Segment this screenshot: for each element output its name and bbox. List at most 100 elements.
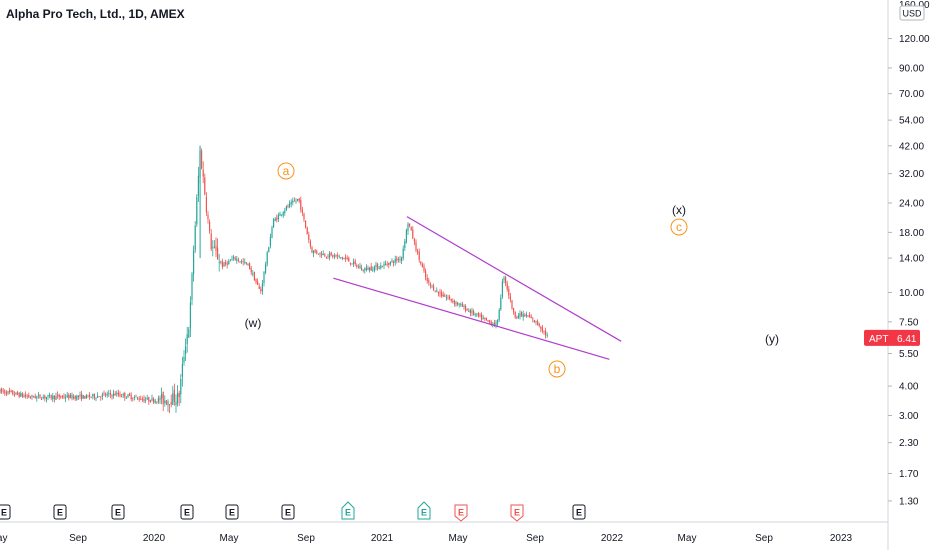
candle-body [257, 281, 259, 285]
candle-body [263, 271, 265, 284]
x-tick-label: 2020 [143, 533, 166, 544]
wave-labels-layer: a (w) (x) c b (y) [245, 162, 779, 378]
wave-label[interactable]: (w) [245, 316, 262, 330]
candle-body [113, 393, 115, 396]
candle-body [369, 267, 371, 271]
earnings-event-marker[interactable] [510, 504, 524, 522]
candle-body [215, 245, 217, 252]
y-axis[interactable]: 1.30 1.70 2.30 3.00 4.00 5.50 7.50 10.00 14.00 18… [864, 0, 930, 550]
candle-body [249, 263, 251, 269]
candle-body [418, 251, 420, 261]
candle-body [109, 393, 111, 395]
earnings-event-label: E [1, 508, 7, 518]
trendline[interactable] [406, 216, 622, 342]
candle-body [268, 247, 270, 252]
earnings-event-label: E [345, 508, 351, 518]
candle-body [162, 392, 164, 404]
candle-body [33, 396, 35, 398]
trendlines-layer [333, 216, 622, 360]
candle-body [473, 310, 475, 315]
candle-body [36, 396, 38, 399]
candle-body [380, 265, 382, 269]
candle-body [308, 234, 310, 241]
candle-body [471, 310, 473, 313]
candle-body [269, 237, 271, 247]
candle-body [509, 296, 511, 300]
candle-body [545, 330, 547, 336]
candle-body [245, 262, 247, 264]
candle-body [439, 292, 441, 294]
candle-body [9, 390, 11, 393]
candle-body [348, 257, 350, 262]
earnings-event-marker[interactable] [111, 504, 125, 520]
earnings-event-marker[interactable] [281, 504, 295, 520]
candle-body [394, 259, 396, 263]
candle-body [5, 392, 7, 395]
earnings-event-marker[interactable] [225, 504, 239, 520]
candle-body [279, 213, 281, 216]
candle-body [332, 254, 334, 258]
candle-body [157, 398, 159, 402]
candle-body [401, 257, 403, 261]
candle-body [98, 396, 100, 397]
candle-body [100, 396, 102, 398]
candle-body [191, 273, 193, 300]
candle-body [71, 394, 73, 399]
wave-label[interactable]: (y) [765, 332, 779, 346]
currency-label: USD [902, 9, 922, 19]
candle-body [49, 394, 51, 396]
candle-body [354, 260, 356, 264]
candle-body [129, 393, 131, 396]
candle-body [47, 394, 49, 397]
candle-body [173, 389, 175, 402]
candle-body [365, 267, 367, 270]
earnings-event-marker[interactable] [454, 504, 468, 522]
candle-body [0, 389, 1, 393]
wave-label[interactable]: c [676, 220, 682, 234]
candle-body [258, 285, 260, 289]
y-tick-label: 5.50 [899, 349, 919, 360]
earnings-event-label: E [458, 508, 464, 518]
currency-box[interactable] [899, 5, 925, 21]
earnings-event-marker[interactable] [341, 501, 355, 520]
candle-body [137, 397, 139, 399]
earnings-event-label: E [576, 508, 582, 518]
candle-body [311, 247, 313, 253]
candle-body [15, 392, 17, 395]
wave-label[interactable]: b [554, 362, 561, 376]
candle-body [101, 394, 103, 397]
candle-body [274, 218, 276, 221]
earnings-event-marker[interactable] [53, 504, 67, 520]
candle-body [337, 255, 339, 257]
candle-body [133, 397, 135, 399]
candle-body [409, 223, 411, 226]
candle-body [477, 313, 479, 317]
trendline[interactable] [333, 277, 610, 360]
candle-body [244, 261, 246, 263]
candle-body [341, 257, 343, 259]
candle-body [389, 261, 391, 265]
y-tick-label: 42.00 [899, 141, 924, 152]
y-tick-label: 32.00 [899, 169, 924, 180]
candle-body [140, 398, 142, 400]
candle-body [29, 396, 31, 398]
earnings-event-marker[interactable] [0, 504, 11, 520]
wave-label[interactable]: (x) [672, 203, 686, 217]
candle-body [39, 394, 41, 398]
candle-body [41, 399, 43, 400]
candle-body [105, 394, 107, 396]
candle-body [169, 403, 171, 405]
earnings-event-marker[interactable] [417, 501, 431, 520]
y-tick-label: 3.00 [899, 411, 919, 422]
earnings-event-label: E [229, 508, 235, 518]
candle-body [103, 392, 105, 394]
earnings-event-marker[interactable] [180, 504, 194, 520]
y-tick-label: 120.00 [899, 34, 930, 45]
earnings-event-label: E [514, 508, 520, 518]
earnings-event-marker[interactable] [572, 504, 586, 520]
candle-body [493, 323, 495, 326]
wave-label[interactable]: a [283, 164, 290, 178]
candle-body [484, 317, 486, 319]
